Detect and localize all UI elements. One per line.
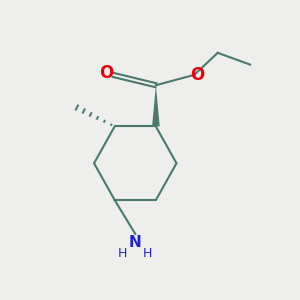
Text: H: H	[143, 247, 152, 260]
Text: O: O	[190, 66, 204, 84]
Polygon shape	[152, 85, 160, 126]
Text: H: H	[118, 247, 128, 260]
Text: O: O	[99, 64, 113, 82]
Text: N: N	[129, 236, 142, 250]
